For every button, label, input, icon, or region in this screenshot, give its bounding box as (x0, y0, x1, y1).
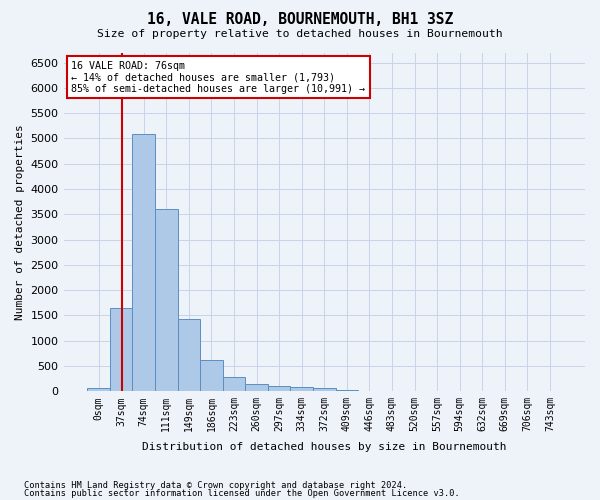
Bar (290, 388, 313, 392)
Bar (245, 384, 268, 392)
Y-axis label: Number of detached properties: Number of detached properties (15, 124, 25, 320)
Text: Size of property relative to detached houses in Bournemouth: Size of property relative to detached ho… (97, 29, 503, 39)
Bar (110, 308, 133, 392)
X-axis label: Distribution of detached houses by size in Bournemouth: Distribution of detached houses by size … (142, 442, 506, 452)
Text: 16 VALE ROAD: 76sqm
← 14% of detached houses are smaller (1,793)
85% of semi-det: 16 VALE ROAD: 76sqm ← 14% of detached ho… (71, 60, 365, 94)
Text: Contains HM Land Registry data © Crown copyright and database right 2024.: Contains HM Land Registry data © Crown c… (24, 481, 407, 490)
Bar (133, 134, 155, 392)
Bar (155, 209, 178, 392)
Bar (335, 390, 358, 392)
Text: Contains public sector information licensed under the Open Government Licence v3: Contains public sector information licen… (24, 489, 460, 498)
Text: 16, VALE ROAD, BOURNEMOUTH, BH1 3SZ: 16, VALE ROAD, BOURNEMOUTH, BH1 3SZ (147, 12, 453, 28)
Bar (87, 388, 110, 392)
Bar (200, 360, 223, 392)
Bar (268, 386, 290, 392)
Bar (313, 388, 335, 392)
Bar (178, 320, 200, 392)
Bar (223, 376, 245, 392)
